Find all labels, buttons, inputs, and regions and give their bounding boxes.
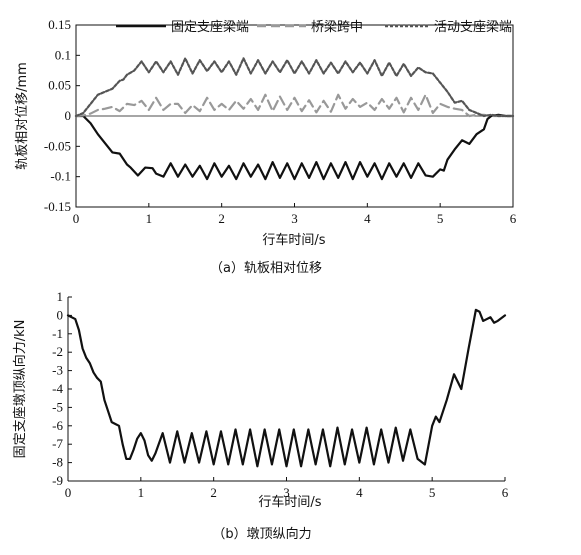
chart-b-x-ticks: 0 1 2 3 4 5 6 [65, 477, 509, 500]
chart-0-y-tick-label: 0.05 [48, 78, 71, 93]
chart-a-xlabel: 行车时间/s [262, 232, 325, 248]
chart-1-y-tick-label: -9 [52, 473, 63, 488]
chart-0-x-tick-label: 1 [146, 211, 153, 226]
chart-0-x-tick-label: 2 [218, 211, 225, 226]
chart-a-ylabel: 轨板相对位移/mm [15, 62, 30, 170]
chart-0-y-tick-label: 0.15 [48, 17, 71, 32]
chart-1-x-tick-label: 2 [210, 485, 217, 500]
chart-0-x-tick-label: 5 [437, 211, 444, 226]
chart-a-legend: 固定支座梁端 桥梁跨中 活动支座梁端 [116, 20, 512, 35]
chart-a-caption: （a）轨板相对位移 [210, 261, 322, 276]
chart-1-y-tick-label: -1 [52, 326, 63, 341]
chart-b-ylabel: 固定支座墩顶纵向力/kN [12, 320, 28, 459]
chart-0-x-tick-label: 0 [73, 211, 80, 226]
chart-a-series [74, 57, 515, 181]
chart-0-y-tick-label: -0.1 [50, 169, 71, 184]
chart-b-series [66, 308, 507, 468]
chart-0-series-line-2 [74, 57, 515, 118]
chart-1-y-tick-label: -7 [52, 436, 63, 451]
chart-0-y-tick-label: -0.05 [44, 138, 71, 153]
chart-1-y-tick-label: -5 [52, 399, 63, 414]
chart-a-x-ticks: 0 1 2 3 4 5 6 [73, 203, 517, 226]
chart-1-y-tick-label: -3 [52, 363, 63, 378]
chart-1-y-tick-label: 1 [57, 289, 64, 304]
chart-1-x-tick-label: 1 [138, 485, 145, 500]
chart-1-x-tick-label: 4 [356, 485, 363, 500]
chart-b-y-ticks: 1 0 -1 -2 -3 -4 -5 -6 -7 -8 -9 [52, 289, 72, 488]
chart-0-x-tick-label: 4 [364, 211, 371, 226]
chart-b-xlabel: 行车时间/s [258, 494, 321, 510]
chart-1-x-tick-label: 5 [429, 485, 436, 500]
legend-label-movable: 活动支座梁端 [434, 20, 512, 35]
chart-1-x-tick-label: 6 [502, 485, 509, 500]
chart-0-x-tick-label: 3 [291, 211, 298, 226]
chart-1-y-tick-label: -2 [52, 344, 63, 359]
chart-1-y-tick-label: -8 [52, 455, 63, 470]
chart-0-y-tick-label: 0.1 [55, 47, 71, 62]
chart-0-y-tick-label: 0 [65, 108, 72, 123]
chart-a: 0 1 2 3 4 5 6 -0.15 -0.1 -0.05 0 0.05 0.1 0.15 行车时间/… [15, 17, 517, 276]
chart-b: 0 1 2 3 4 5 6 1 0 -1 -2 -3 -4 -5 -6 -7 -8 -9 行车时间/s 固定支座… [12, 289, 509, 542]
chart-0-x-tick-label: 6 [510, 211, 517, 226]
chart-0-y-tick-label: -0.15 [44, 199, 71, 214]
chart-1-y-tick-label: -4 [52, 381, 63, 396]
chart-b-caption: （b）墩顶纵向力 [212, 526, 311, 542]
chart-1-y-tick-label: 0 [57, 307, 64, 322]
chart-1-x-tick-label: 0 [65, 485, 72, 500]
chart-0-series-line-1 [74, 93, 515, 118]
chart-1-x-tick-label: 3 [283, 485, 290, 500]
legend-label-fixed: 固定支座梁端 [171, 20, 249, 35]
chart-1-y-tick-label: -6 [52, 418, 63, 433]
chart-0-series-line-0 [74, 113, 515, 181]
chart-1-series-line-0 [66, 308, 507, 468]
chart-a-y-ticks: -0.15 -0.1 -0.05 0 0.05 0.1 0.15 [44, 17, 80, 214]
legend-label-midspan: 桥梁跨中 [311, 20, 363, 35]
